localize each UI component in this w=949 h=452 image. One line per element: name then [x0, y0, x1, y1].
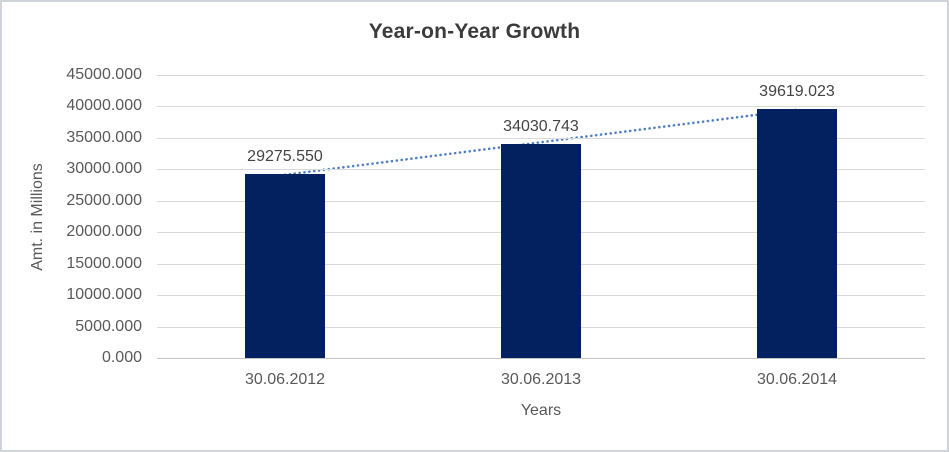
x-axis-line [157, 358, 925, 359]
data-label: 34030.743 [503, 117, 579, 135]
bar [245, 173, 325, 358]
y-tick-label: 15000.000 [66, 254, 142, 272]
y-tick-label: 10000.000 [66, 286, 142, 304]
x-category-label: 30.06.2013 [500, 371, 582, 388]
trendline [283, 108, 799, 177]
chart-title: Year-on-Year Growth [368, 20, 581, 43]
y-tick-label: 35000.000 [66, 128, 142, 146]
trendline-layer [283, 108, 799, 177]
y-tick-label: 5000.000 [75, 317, 142, 335]
data-label: 29275.550 [247, 147, 323, 165]
gridline [157, 137, 925, 139]
plot-area: 29275.550 34030.743 39619.023 [157, 75, 925, 359]
gridline [157, 75, 925, 76]
y-tick-label: 25000.000 [66, 191, 142, 209]
y-tick-label: 40000.000 [66, 97, 142, 115]
y-tick-label: 45000.000 [66, 66, 142, 83]
x-category-label: 30.06.2014 [756, 371, 838, 388]
y-tick-label: 30000.000 [66, 160, 142, 178]
gridline [157, 106, 925, 108]
y-tick-label: 20000.000 [66, 223, 142, 241]
bar [757, 108, 837, 358]
data-label: 39619.023 [759, 82, 835, 100]
bar [501, 143, 581, 358]
x-category-label: 30.06.2012 [244, 371, 326, 388]
x-axis-title: Years [520, 402, 562, 419]
y-tick-label: 0.000 [101, 349, 142, 366]
